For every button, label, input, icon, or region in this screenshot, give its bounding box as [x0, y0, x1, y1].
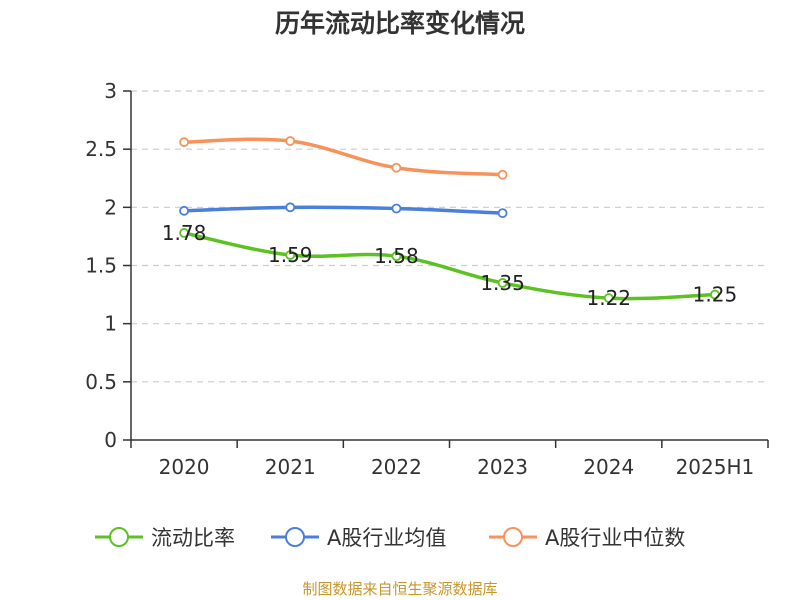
data-label: 1.58 [374, 244, 419, 268]
data-point [179, 228, 189, 238]
data-point [285, 250, 296, 260]
x-tick-label: 2020 [159, 455, 210, 479]
legend: 流动比率 A股行业均值 A股行业中位数 [95, 526, 685, 550]
data-label: 1.35 [480, 271, 525, 295]
y-tick-label: 1.5 [85, 254, 117, 278]
data-point [603, 293, 614, 303]
data-point [391, 203, 402, 214]
data-point [179, 205, 189, 216]
data-label: 1.59 [268, 243, 313, 267]
x-tick-label: 2022 [371, 455, 422, 479]
series-line-2 [182, 137, 505, 177]
data-point [179, 137, 189, 148]
gridlines [131, 90, 768, 383]
legend-label: A股行业均值 [327, 526, 446, 550]
legend-label: A股行业中位数 [545, 526, 685, 550]
data-point [391, 251, 402, 262]
legend-marker [285, 527, 305, 547]
data-label: 1.78 [162, 221, 207, 245]
data-point [391, 162, 402, 173]
data-labels: 1.78 1.59 1.58 1.35 1.22 1.25 [162, 221, 737, 310]
series-line-1 [182, 205, 505, 215]
data-point [497, 169, 508, 180]
y-tick-label: 0.5 [85, 370, 117, 394]
x-tick-label: 2021 [265, 455, 316, 479]
y-tick-label: 2.5 [85, 137, 117, 161]
x-tick-label: 2024 [583, 455, 634, 479]
source-note: 制图数据来自恒生聚源数据库 [302, 580, 497, 598]
chart-title: 历年流动比率变化情况 [275, 9, 525, 38]
y-tick-label: 3 [104, 79, 117, 103]
x-tick-label: 2025H1 [676, 455, 755, 479]
data-label: 1.22 [586, 286, 631, 310]
data-point [285, 136, 296, 146]
y-tick-label: 1 [104, 312, 117, 336]
data-point [497, 278, 508, 288]
data-point [497, 208, 508, 219]
data-label: 1.25 [693, 283, 738, 307]
data-point [285, 202, 296, 213]
y-tick-label: 2 [104, 195, 117, 219]
y-tick-label: 0 [104, 428, 117, 452]
series-layer [179, 136, 720, 303]
x-tick-label: 2023 [477, 455, 528, 479]
legend-label: 流动比率 [151, 526, 235, 550]
legend-marker [109, 527, 129, 547]
data-point [710, 289, 720, 300]
series-line-0 [182, 231, 717, 301]
axes: 0 0.5 1 1.5 2 2.5 3 2020 2021 2022 2023 2024 2025H1 [85, 79, 769, 479]
legend-marker [503, 527, 523, 547]
